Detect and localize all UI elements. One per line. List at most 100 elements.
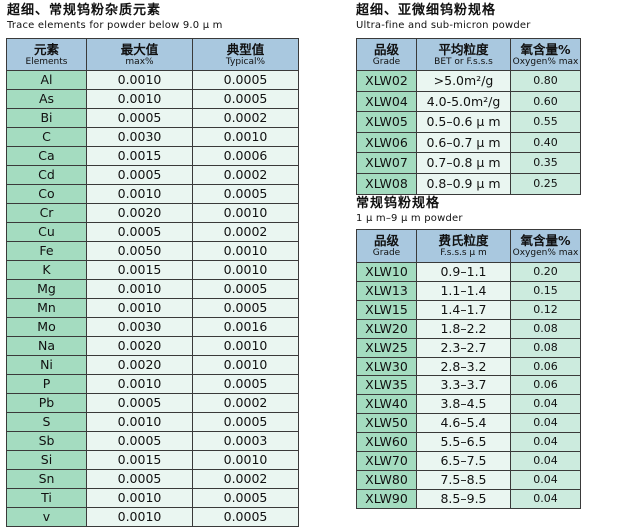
regular-row-oxygen-cell: 0.08 bbox=[510, 318, 581, 339]
trace-row-typ-cell: 0.0003 bbox=[192, 431, 299, 451]
trace-row-typ-cell: 0.0005 bbox=[192, 412, 299, 432]
ultrafine-title-en: Ultra-fine and sub-micron powder bbox=[356, 20, 531, 31]
ultrafine-header-size: 平均粒度 BET or F.s.s.s bbox=[416, 38, 511, 71]
trace-row-max-cell: 0.0015 bbox=[86, 260, 193, 280]
trace-row-typ-cell: 0.0002 bbox=[192, 108, 299, 128]
regular-row-oxygen-cell: 0.20 bbox=[510, 262, 581, 282]
regular-row-oxygen-cell: 0.06 bbox=[510, 356, 581, 377]
trace-row: Al 0.0010 0.0005 bbox=[6, 70, 299, 90]
regular-row-grade-cell: XLW10 bbox=[356, 262, 417, 282]
trace-row-el-cell: Cr bbox=[6, 203, 87, 223]
trace-row-el-cell: As bbox=[6, 89, 87, 109]
trace-row-max-cell: 0.0005 bbox=[86, 165, 193, 185]
regular-row-size-cell: 1.8–2.2 bbox=[416, 318, 511, 339]
trace-row-typ-cell: 0.0005 bbox=[192, 374, 299, 394]
regular-row-oxygen-cell: 0.12 bbox=[510, 299, 581, 320]
trace-row-el-cell: Sn bbox=[6, 469, 87, 489]
trace-row-max-cell: 0.0050 bbox=[86, 241, 193, 261]
trace-row-max-cell: 0.0020 bbox=[86, 336, 193, 356]
trace-row-max-cell: 0.0020 bbox=[86, 355, 193, 375]
regular-row-grade-cell: XLW60 bbox=[356, 432, 417, 453]
ultrafine-row-grade-cell: XLW06 bbox=[356, 131, 417, 154]
trace-row-typ-cell: 0.0010 bbox=[192, 260, 299, 280]
trace-row-typ-cell: 0.0005 bbox=[192, 488, 299, 508]
trace-header-max: 最大值 max% bbox=[86, 38, 193, 71]
regular-row: XLW50 4.6–5.4 0.04 bbox=[356, 413, 581, 434]
trace-row: Ti 0.0010 0.0005 bbox=[6, 488, 299, 508]
regular-row: XLW35 3.3–3.7 0.06 bbox=[356, 375, 581, 396]
trace-row: K 0.0015 0.0010 bbox=[6, 260, 299, 280]
trace-title-en: Trace elements for powder below 9.0 μ m bbox=[7, 20, 223, 31]
ultrafine-header-row: 品级 Grade 平均粒度 BET or F.s.s.s 氧含量% Oxygen% m… bbox=[356, 38, 581, 71]
trace-row-typ-cell: 0.0005 bbox=[192, 184, 299, 204]
trace-row: As 0.0010 0.0005 bbox=[6, 89, 299, 109]
ultrafine-row: XLW06 0.6–0.7 μ m 0.40 bbox=[356, 131, 581, 154]
ultrafine-row-oxygen-cell: 0.80 bbox=[510, 70, 581, 92]
regular-header-row: 品级 Grade 费氏粒度 F.s.s.s μ m 氧含量% Oxygen% max bbox=[356, 229, 581, 263]
trace-row-typ-cell: 0.0010 bbox=[192, 450, 299, 470]
regular-row-grade-cell: XLW30 bbox=[356, 356, 417, 377]
ultrafine-row-grade-cell: XLW02 bbox=[356, 70, 417, 92]
trace-header-elements: 元素 Elements bbox=[6, 38, 87, 71]
trace-row: Sn 0.0005 0.0002 bbox=[6, 469, 299, 489]
regular-row-oxygen-cell: 0.04 bbox=[510, 413, 581, 434]
regular-row: XLW10 0.9–1.1 0.20 bbox=[356, 262, 581, 282]
trace-row-el-cell: Mn bbox=[6, 298, 87, 318]
trace-row-el-cell: Si bbox=[6, 450, 87, 470]
ultrafine-row-size-cell: 0.5–0.6 μ m bbox=[416, 111, 511, 133]
trace-row-el-cell: Cu bbox=[6, 222, 87, 242]
trace-header-typical: 典型值 Typical% bbox=[192, 38, 299, 71]
trace-row: Na 0.0020 0.0010 bbox=[6, 336, 299, 356]
trace-row-max-cell: 0.0030 bbox=[86, 317, 193, 337]
trace-row-el-cell: C bbox=[6, 127, 87, 147]
trace-row-el-cell: v bbox=[6, 507, 87, 527]
ultrafine-row-oxygen-cell: 0.60 bbox=[510, 90, 581, 113]
ultrafine-row-grade-cell: XLW04 bbox=[356, 90, 417, 113]
regular-row-oxygen-cell: 0.15 bbox=[510, 280, 581, 301]
trace-row-max-cell: 0.0010 bbox=[86, 279, 193, 299]
trace-row-max-cell: 0.0010 bbox=[86, 89, 193, 109]
ultrafine-row-oxygen-cell: 0.25 bbox=[510, 172, 581, 195]
trace-row: Fe 0.0050 0.0010 bbox=[6, 241, 299, 261]
trace-elements-table: 元素 Elements 最大值 max% 典型值 Typical% Al 0.0010 0… bbox=[6, 38, 299, 527]
trace-row-el-cell: Ti bbox=[6, 488, 87, 508]
trace-row-el-cell: S bbox=[6, 412, 87, 432]
trace-row: Cu 0.0005 0.0002 bbox=[6, 222, 299, 242]
regular-header-size: 费氏粒度 F.s.s.s μ m bbox=[416, 229, 511, 263]
trace-row-typ-cell: 0.0002 bbox=[192, 222, 299, 242]
trace-row: Cd 0.0005 0.0002 bbox=[6, 165, 299, 185]
regular-row-size-cell: 3.3–3.7 bbox=[416, 375, 511, 396]
trace-row-max-cell: 0.0020 bbox=[86, 203, 193, 223]
regular-title-en: 1 μ m–9 μ m powder bbox=[356, 213, 463, 224]
ultrafine-row-oxygen-cell: 0.55 bbox=[510, 111, 581, 133]
regular-row-grade-cell: XLW35 bbox=[356, 375, 417, 396]
regular-row-oxygen-cell: 0.04 bbox=[510, 451, 581, 471]
regular-row-grade-cell: XLW70 bbox=[356, 451, 417, 471]
trace-row: Mo 0.0030 0.0016 bbox=[6, 317, 299, 337]
regular-row-size-cell: 7.5–8.5 bbox=[416, 469, 511, 490]
trace-row-max-cell: 0.0005 bbox=[86, 431, 193, 451]
regular-row-grade-cell: XLW15 bbox=[356, 299, 417, 320]
regular-row: XLW15 1.4–1.7 0.12 bbox=[356, 299, 581, 320]
trace-row-el-cell: Na bbox=[6, 336, 87, 356]
regular-row-size-cell: 8.5–9.5 bbox=[416, 488, 511, 509]
regular-row: XLW25 2.3–2.7 0.08 bbox=[356, 337, 581, 358]
trace-row-el-cell: Bi bbox=[6, 108, 87, 128]
ultrafine-row-size-cell: >5.0m²/g bbox=[416, 70, 511, 92]
regular-header-grade: 品级 Grade bbox=[356, 229, 417, 263]
trace-row-typ-cell: 0.0002 bbox=[192, 165, 299, 185]
trace-row-el-cell: Al bbox=[6, 70, 87, 90]
regular-row-grade-cell: XLW50 bbox=[356, 413, 417, 434]
trace-row-el-cell: P bbox=[6, 374, 87, 394]
trace-row-el-cell: Co bbox=[6, 184, 87, 204]
regular-row-oxygen-cell: 0.04 bbox=[510, 394, 581, 415]
regular-row-grade-cell: XLW90 bbox=[356, 488, 417, 509]
ultrafine-row-grade-cell: XLW05 bbox=[356, 111, 417, 133]
ultrafine-row-size-cell: 4.0-5.0m²/g bbox=[416, 90, 511, 113]
ultrafine-row-grade-cell: XLW08 bbox=[356, 172, 417, 195]
ultrafine-row: XLW04 4.0-5.0m²/g 0.60 bbox=[356, 90, 581, 113]
regular-header-oxygen: 氧含量% Oxygen% max bbox=[510, 229, 581, 263]
regular-row-size-cell: 3.8–4.5 bbox=[416, 394, 511, 415]
ultrafine-row-oxygen-cell: 0.40 bbox=[510, 131, 581, 154]
trace-row-el-cell: Ni bbox=[6, 355, 87, 375]
